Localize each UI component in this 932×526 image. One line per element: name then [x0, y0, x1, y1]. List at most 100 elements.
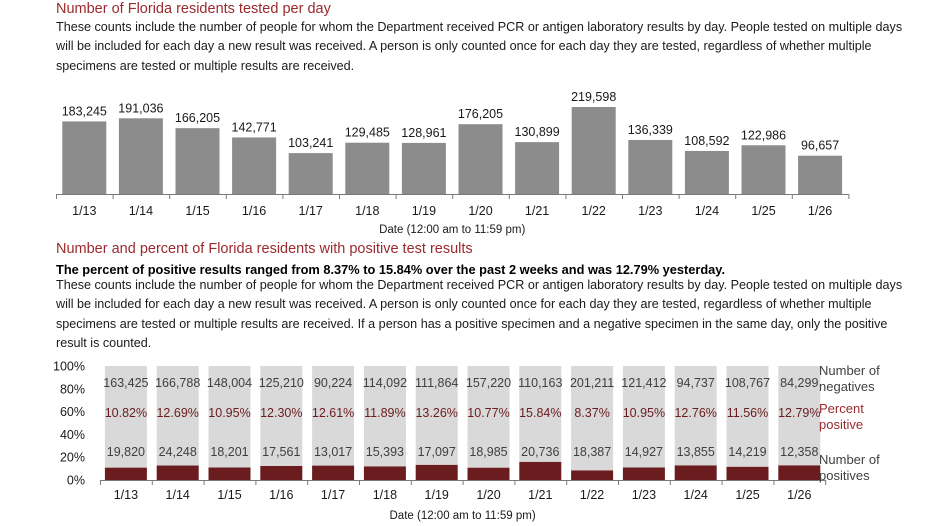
x-tick-label: 1/16: [269, 488, 293, 502]
bar-1/14: [118, 118, 163, 194]
positives-label: 19,820: [107, 445, 145, 459]
negative-bar-1/22: [571, 366, 614, 471]
x-tick-label: 1/25: [751, 204, 775, 218]
data-label: 128,961: [401, 126, 446, 140]
x-tick-label: 1/21: [528, 488, 552, 502]
x-tick-label: 1/26: [808, 204, 832, 218]
positive-bar-1/17: [312, 465, 355, 480]
negatives-label: 201,211: [570, 376, 614, 390]
bar-1/22: [571, 107, 616, 194]
x-tick-label: 1/21: [525, 204, 549, 218]
x-tick-label: 1/26: [787, 488, 811, 502]
positives-label: 18,387: [573, 445, 611, 459]
data-label: 96,657: [801, 139, 839, 153]
positive-bar-1/13: [104, 467, 147, 480]
x-tick-label: 1/23: [632, 488, 656, 502]
y-tick-label: 60%: [60, 405, 85, 419]
positive-bar-1/23: [622, 467, 665, 480]
data-label: 136,339: [628, 123, 673, 137]
positive-bar-1/21: [519, 461, 562, 480]
positives-label: 17,097: [418, 445, 456, 459]
positive-bar-1/26: [778, 465, 821, 480]
x-tick-label: 1/19: [412, 204, 436, 218]
y-tick-label: 40%: [60, 428, 85, 442]
percent-positive-label: 10.77%: [467, 406, 509, 420]
negatives-label: 125,210: [259, 376, 304, 390]
x-tick-label: 1/20: [476, 488, 500, 502]
y-tick-label: 0%: [67, 474, 85, 488]
negatives-label: 110,163: [518, 376, 562, 390]
bar-1/24: [684, 150, 729, 194]
legend-percent-line2: positive: [819, 417, 863, 432]
positive-bar-1/22: [571, 470, 614, 480]
data-label: 176,205: [458, 107, 503, 121]
x-tick-label: 1/14: [129, 204, 153, 218]
positive-bar-1/24: [674, 465, 717, 480]
bar-1/25: [741, 145, 786, 194]
x-tick-label: 1/25: [735, 488, 759, 502]
negatives-label: 94,737: [677, 376, 715, 390]
data-label: 166,205: [175, 111, 220, 125]
negatives-label: 90,224: [314, 376, 352, 390]
negatives-label: 84,299: [780, 376, 818, 390]
x-tick-label: 1/22: [582, 204, 606, 218]
x-tick-label: 1/15: [217, 488, 241, 502]
bar-1/15: [175, 128, 220, 194]
percent-positive-label: 12.61%: [312, 406, 354, 420]
negative-bar-1/24: [674, 366, 717, 466]
positives-label: 14,927: [625, 445, 663, 459]
negative-bar-1/17: [312, 366, 355, 466]
bar-1/21: [515, 142, 560, 194]
bar-1/13: [62, 121, 107, 194]
x-axis-title: Date (12:00 am to 11:59 pm): [390, 510, 536, 522]
x-axis-title: Date (12:00 am to 11:59 pm): [379, 224, 525, 236]
negatives-label: 121,412: [621, 376, 666, 390]
positive-bar-1/14: [156, 465, 199, 480]
legend-negatives-line1: Number of: [819, 363, 880, 378]
bar-1/17: [288, 153, 333, 194]
x-tick-label: 1/17: [321, 488, 345, 502]
negative-bar-1/16: [260, 366, 303, 466]
data-label: 191,036: [118, 101, 163, 115]
positives-label: 18,201: [210, 445, 248, 459]
bar-1/16: [232, 137, 277, 194]
negatives-label: 166,788: [155, 376, 200, 390]
bar-1/19: [401, 142, 446, 194]
chart2-description: These counts include the number of peopl…: [56, 278, 903, 351]
positive-bar-1/16: [260, 465, 303, 480]
percent-positive-label: 12.76%: [674, 406, 716, 420]
y-tick-label: 20%: [60, 451, 85, 465]
x-tick-label: 1/15: [185, 204, 209, 218]
bar-1/18: [345, 142, 390, 194]
chart1-description: These counts include the number of peopl…: [56, 20, 903, 73]
x-tick-label: 1/20: [468, 204, 492, 218]
x-tick-label: 1/23: [638, 204, 662, 218]
legend-negatives-line2: negatives: [819, 379, 875, 394]
x-tick-label: 1/13: [114, 488, 138, 502]
percent-positive-label: 10.95%: [623, 406, 665, 420]
percent-positive-label: 11.89%: [364, 406, 405, 420]
x-tick-label: 1/18: [355, 204, 379, 218]
positivity-summary: The percent of positive results ranged f…: [56, 262, 726, 277]
negative-bar-1/14: [156, 366, 199, 466]
y-tick-label: 80%: [60, 382, 85, 396]
negative-bar-1/15: [208, 366, 251, 468]
positive-bar-1/20: [467, 467, 510, 480]
chart2-positive-results: 0% 20% 40% 60% 80% 100% 163,425 10.82% 19,820 1/1…: [53, 360, 880, 523]
negative-bar-1/19: [415, 366, 458, 465]
positives-label: 12,358: [780, 445, 818, 459]
negatives-label: 148,004: [207, 376, 252, 390]
negatives-label: 157,220: [466, 376, 511, 390]
bar-1/20: [458, 124, 503, 194]
positive-bar-1/19: [415, 464, 458, 480]
x-tick-label: 1/18: [373, 488, 397, 502]
data-label: 129,485: [345, 126, 390, 140]
x-tick-label: 1/24: [695, 204, 719, 218]
x-tick-label: 1/24: [684, 488, 708, 502]
negative-bar-1/13: [104, 366, 147, 468]
data-label: 130,899: [515, 125, 560, 139]
x-tick-label: 1/13: [72, 204, 96, 218]
data-label: 103,241: [288, 136, 333, 150]
chart2-title: Number and percent of Florida residents …: [56, 241, 473, 257]
positives-label: 17,561: [262, 445, 300, 459]
